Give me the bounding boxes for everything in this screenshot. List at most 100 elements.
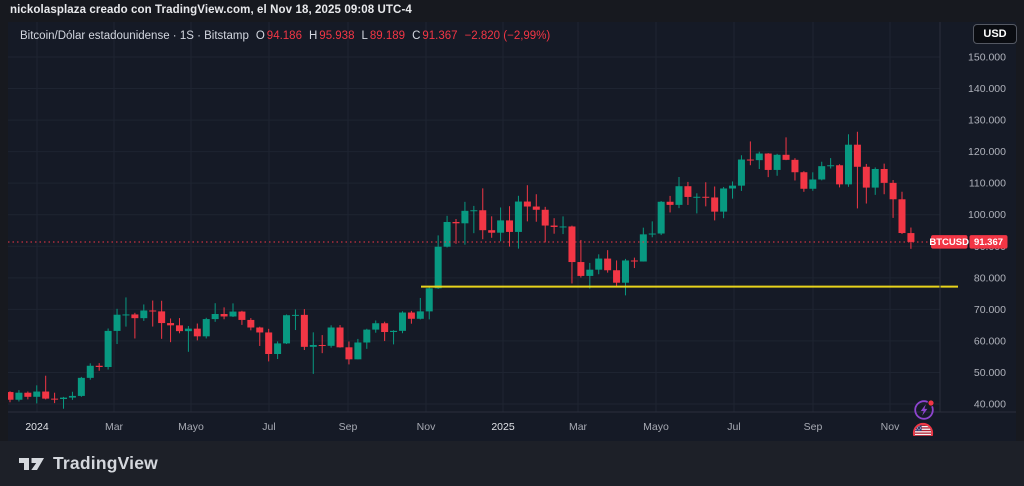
x-axis-label[interactable]: Sep (339, 421, 358, 433)
candle[interactable] (265, 332, 273, 355)
candle[interactable] (595, 258, 603, 270)
candle[interactable] (523, 201, 531, 207)
candle[interactable] (140, 310, 148, 319)
x-axis-label[interactable]: Jul (727, 421, 740, 433)
candle[interactable] (639, 234, 647, 262)
candle[interactable] (193, 328, 201, 337)
candle[interactable] (24, 392, 32, 397)
candle[interactable] (889, 182, 897, 200)
flash-boost-icon[interactable] (914, 399, 935, 420)
tradingview-logo[interactable]: TradingView (18, 453, 158, 474)
candle[interactable] (318, 344, 326, 346)
candle[interactable] (711, 197, 719, 212)
candle[interactable] (15, 392, 23, 400)
candle[interactable] (853, 144, 861, 167)
candle[interactable] (407, 312, 415, 319)
candle[interactable] (702, 196, 710, 198)
y-axis-label[interactable]: 40.000 (974, 399, 1006, 411)
candle[interactable] (666, 201, 674, 205)
candle[interactable] (800, 172, 808, 189)
candle[interactable] (354, 342, 362, 360)
candle[interactable] (51, 398, 59, 400)
candle[interactable] (541, 209, 549, 226)
y-axis-label[interactable]: 130.000 (968, 115, 1006, 127)
x-axis-label[interactable]: Mayo (643, 421, 669, 433)
y-axis-label[interactable]: 110.000 (969, 178, 1006, 190)
candle[interactable] (229, 311, 237, 317)
candle[interactable] (452, 221, 460, 224)
candle[interactable] (746, 159, 754, 161)
candle[interactable] (755, 153, 763, 161)
candle[interactable] (345, 347, 353, 360)
y-axis-label[interactable]: 150.000 (968, 52, 1006, 64)
candle[interactable] (604, 258, 612, 271)
candle[interactable] (220, 314, 228, 317)
y-axis-label[interactable]: 70.000 (974, 304, 1006, 316)
candle[interactable] (630, 260, 638, 262)
candle[interactable] (390, 330, 398, 333)
candle[interactable] (113, 314, 121, 331)
candle[interactable] (211, 314, 219, 320)
candle[interactable] (77, 377, 85, 396)
candle[interactable] (416, 311, 424, 319)
candle[interactable] (577, 262, 585, 276)
candle[interactable] (488, 230, 496, 233)
candle[interactable] (773, 154, 781, 170)
candle[interactable] (818, 166, 826, 180)
candle[interactable] (238, 311, 246, 320)
candle[interactable] (479, 210, 487, 231)
candle[interactable] (42, 391, 50, 399)
candle[interactable] (327, 327, 335, 346)
candle[interactable] (693, 196, 701, 198)
candle[interactable] (434, 246, 442, 289)
candle[interactable] (300, 314, 308, 347)
candle[interactable] (613, 270, 621, 283)
y-axis-label[interactable]: 120.000 (968, 146, 1006, 158)
candle[interactable] (568, 226, 576, 263)
candle[interactable] (809, 179, 817, 189)
x-axis-label[interactable]: Mayo (178, 421, 204, 433)
x-axis-label[interactable]: Nov (417, 421, 436, 433)
candle[interactable] (274, 343, 282, 355)
candle[interactable] (184, 328, 192, 332)
candle[interactable] (131, 314, 139, 319)
chart-svg[interactable]: 150.000 140.000 130.000 120.000 110.000 100.0… (8, 22, 1016, 441)
x-axis-label[interactable]: 2024 (25, 421, 49, 433)
candle[interactable] (880, 168, 888, 183)
candle[interactable] (470, 210, 478, 212)
x-axis-label[interactable]: Sep (804, 421, 823, 433)
candle[interactable] (550, 225, 558, 227)
candle[interactable] (336, 327, 344, 348)
x-axis-label[interactable]: Nov (881, 421, 900, 433)
candle[interactable] (363, 329, 371, 343)
candle[interactable] (443, 221, 451, 247)
candle[interactable] (68, 395, 76, 398)
candle[interactable] (497, 220, 505, 233)
candle[interactable] (95, 365, 103, 367)
x-axis-label[interactable]: Jul (262, 421, 275, 433)
candle[interactable] (202, 319, 210, 337)
candle[interactable] (425, 288, 433, 312)
candle[interactable] (648, 233, 656, 235)
candle[interactable] (559, 226, 567, 228)
candle[interactable] (167, 323, 175, 326)
candle[interactable] (149, 310, 157, 312)
candle[interactable] (175, 325, 183, 332)
candle[interactable] (720, 188, 728, 212)
candle[interactable] (461, 210, 469, 224)
candle[interactable] (86, 365, 94, 378)
candle[interactable] (291, 314, 299, 316)
candle[interactable] (60, 397, 68, 400)
candle[interactable] (158, 311, 166, 324)
candle[interactable] (729, 185, 737, 189)
y-axis-label[interactable]: 80.000 (974, 272, 1006, 284)
us-flag-icon[interactable] (912, 422, 934, 436)
candle[interactable] (764, 153, 772, 170)
candle[interactable] (684, 186, 692, 197)
candle[interactable] (256, 327, 264, 333)
candle[interactable] (283, 315, 291, 344)
y-axis-label[interactable]: 100.000 (968, 209, 1006, 221)
candle[interactable] (514, 201, 522, 232)
candle[interactable] (871, 168, 879, 188)
y-axis-label[interactable]: 140.000 (968, 83, 1006, 95)
